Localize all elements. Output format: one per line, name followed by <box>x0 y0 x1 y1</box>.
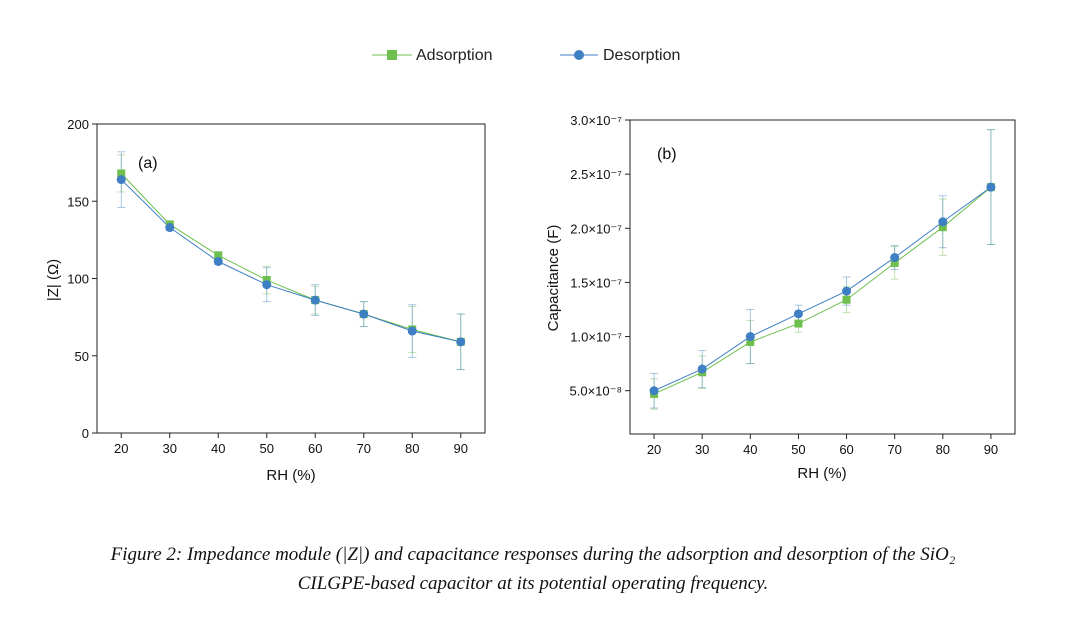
capacitance-desorption-point <box>842 286 852 296</box>
caption-line-1: Figure 2: Impedance module (|Z|) and cap… <box>110 544 956 565</box>
capacitance-x-tick-label: 90 <box>984 442 998 457</box>
legend: Adsorption Desorption <box>372 47 680 64</box>
impedance-y-tick-label: 150 <box>67 194 89 209</box>
impedance-adsorption-point <box>117 169 126 178</box>
impedance-panel-label: (a) <box>138 155 158 172</box>
impedance-x-tick-label: 90 <box>454 441 468 456</box>
capacitance-desorption-point <box>745 332 755 342</box>
legend-adsorption-label: Adsorption <box>416 47 493 64</box>
impedance-x-axis-label: RH (%) <box>266 467 315 484</box>
impedance-desorption-point <box>407 326 417 336</box>
impedance-marks <box>116 151 466 371</box>
capacitance-desorption-point <box>649 386 659 396</box>
capacitance-y-tick-label: 5.0×10⁻⁸ <box>570 384 622 399</box>
impedance-adsorption-line <box>120 173 461 343</box>
impedance-y-tick-label: 0 <box>82 426 89 441</box>
impedance-x-tick-label: 70 <box>357 441 371 456</box>
impedance-x-tick-label: 20 <box>114 441 128 456</box>
capacitance-x-tick-label: 60 <box>839 442 853 457</box>
impedance-desorption-point <box>310 295 320 305</box>
impedance-adsorption-point <box>214 251 223 260</box>
capacitance-x-tick-label: 70 <box>887 442 901 457</box>
legend-desorption-label: Desorption <box>603 47 680 64</box>
capacitance-plot-frame <box>629 119 1016 435</box>
capacitance-y-tick-label: 1.0×10⁻⁷ <box>570 330 622 345</box>
impedance-y-axis-label: |Z| (Ω) <box>45 259 62 301</box>
impedance-ticks: 20 30 40 50 60 70 80 90 0 50 100 150 200 <box>67 117 468 456</box>
capacitance-y-tick-label: 3.0×10⁻⁷ <box>570 113 622 128</box>
impedance-desorption-line <box>120 179 461 343</box>
capacitance-desorption-point <box>697 364 707 374</box>
capacitance-chart: (b) RH (%) Capacitance (F) 20 30 40 50 60 70 8… <box>545 113 1016 482</box>
impedance-x-tick-label: 50 <box>260 441 274 456</box>
capacitance-marks <box>649 129 996 410</box>
impedance-x-tick-label: 80 <box>405 441 419 456</box>
impedance-desorption-point <box>116 175 126 185</box>
impedance-x-tick-label: 40 <box>211 441 225 456</box>
capacitance-desorption-line <box>653 186 992 392</box>
capacitance-adsorption-line <box>653 186 992 395</box>
capacitance-y-tick-label: 2.5×10⁻⁷ <box>570 167 622 182</box>
impedance-y-tick-label: 200 <box>67 117 89 132</box>
capacitance-desorption-point <box>793 309 803 319</box>
capacitance-y-tick-label: 1.5×10⁻⁷ <box>570 275 622 290</box>
impedance-adsorption-point <box>262 276 271 285</box>
capacitance-desorption-point <box>890 253 900 263</box>
impedance-chart: (a) RH (%) |Z| (Ω) 20 30 40 50 60 70 80 90 0 50 10… <box>45 117 486 484</box>
capacitance-ticks: 20 30 40 50 60 70 80 90 5.0×10⁻⁸ 1.0×10⁻⁷ 1.5×10⁻⁷… <box>570 113 999 457</box>
capacitance-x-tick-label: 80 <box>936 442 950 457</box>
impedance-desorption-point <box>165 223 175 233</box>
capacitance-y-tick-label: 2.0×10⁻⁷ <box>570 221 622 236</box>
capacitance-adsorption-point <box>746 337 755 346</box>
figure-caption: Figure 2: Impedance module (|Z|) and cap… <box>0 540 1066 598</box>
caption-line-2: CILGPE-based capacitor at its potential … <box>297 573 769 594</box>
impedance-desorption-point <box>359 309 369 319</box>
impedance-x-tick-label: 30 <box>163 441 177 456</box>
legend-adsorption-marker <box>387 50 397 60</box>
capacitance-y-axis-label: Capacitance (F) <box>545 225 562 332</box>
capacitance-x-axis-label: RH (%) <box>797 465 846 482</box>
capacitance-x-tick-label: 20 <box>647 442 661 457</box>
capacitance-x-tick-label: 50 <box>791 442 805 457</box>
capacitance-adsorption-point <box>938 223 947 232</box>
capacitance-adsorption-point <box>890 258 899 267</box>
impedance-y-tick-label: 100 <box>67 272 89 287</box>
impedance-desorption-point <box>262 280 272 290</box>
capacitance-adsorption-point <box>794 319 803 328</box>
capacitance-x-tick-label: 30 <box>695 442 709 457</box>
capacitance-panel-label: (b) <box>657 146 677 163</box>
impedance-x-tick-label: 60 <box>308 441 322 456</box>
capacitance-desorption-point <box>938 217 948 227</box>
legend-desorption-marker <box>574 50 584 60</box>
capacitance-desorption-point <box>986 182 996 192</box>
legend-item-adsorption: Adsorption <box>372 47 493 64</box>
capacitance-adsorption-point <box>842 295 851 304</box>
impedance-desorption-point <box>213 257 223 267</box>
impedance-desorption-point <box>456 337 466 347</box>
legend-item-desorption: Desorption <box>560 47 680 64</box>
capacitance-x-tick-label: 40 <box>743 442 757 457</box>
impedance-y-tick-label: 50 <box>75 349 89 364</box>
